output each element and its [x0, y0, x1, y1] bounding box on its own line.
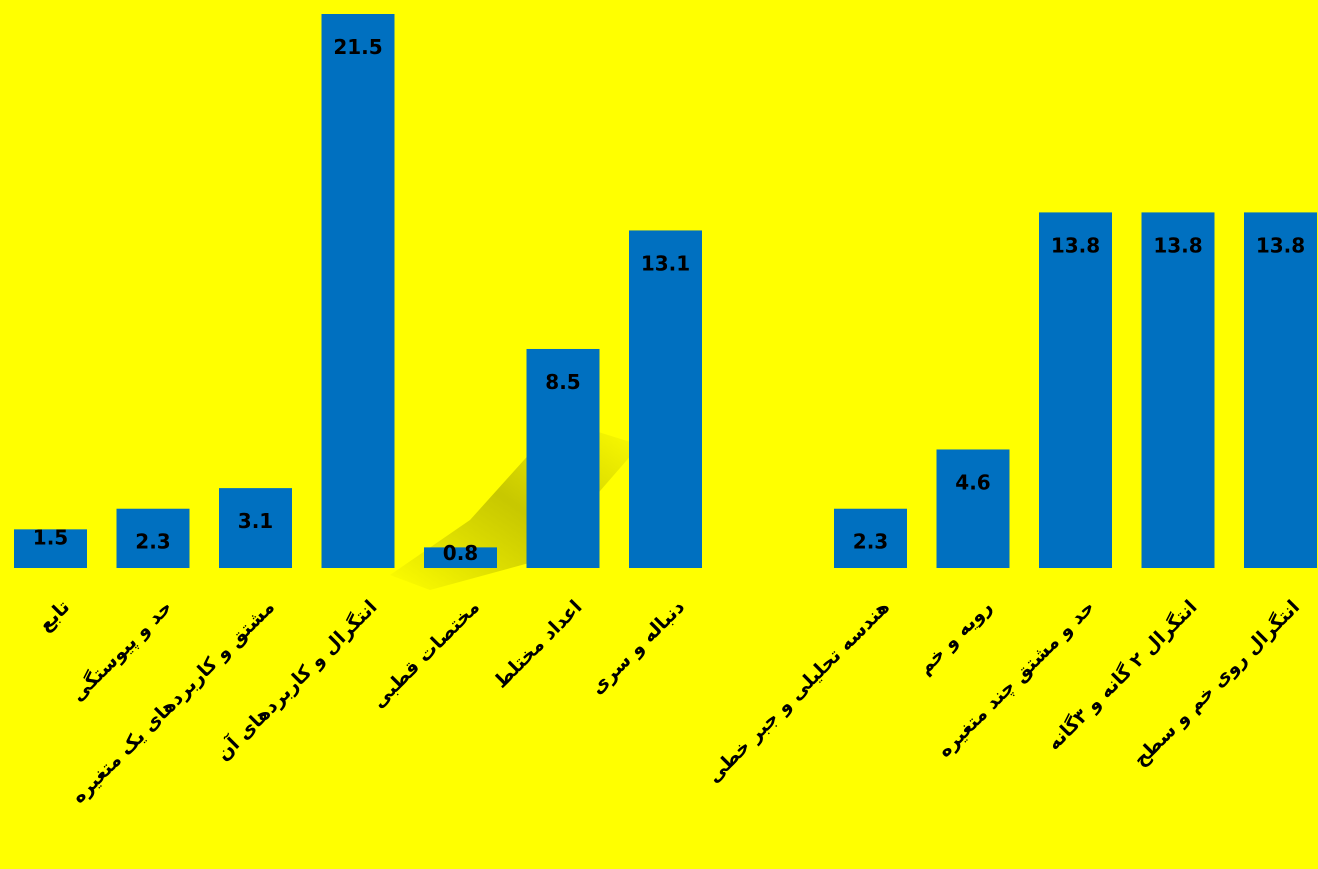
data-labels-layer: 1.5 2.3 3.1 21.5 0.8 8.5 13.1 2.3 4.6 13.8 13.8 13.… — [33, 35, 1305, 565]
bar-6 — [629, 230, 702, 568]
data-label-4: 0.8 — [443, 541, 478, 565]
data-label-9: 4.6 — [955, 470, 990, 494]
bar-1 — [116, 508, 190, 568]
bar-3 — [321, 14, 395, 568]
category-label-9: رویه و خم — [914, 596, 997, 679]
data-label-10: 13.8 — [1051, 233, 1100, 257]
bar-12 — [1244, 212, 1317, 568]
data-label-1: 2.3 — [135, 530, 170, 554]
data-label-12: 13.8 — [1256, 233, 1305, 257]
category-label-1: حد و پیوستگی — [66, 595, 176, 705]
data-label-11: 13.8 — [1153, 233, 1202, 257]
bar-5 — [526, 348, 600, 568]
category-label-5: اعداد مختلط — [490, 596, 587, 693]
bar-2 — [219, 488, 292, 568]
data-label-3: 21.5 — [333, 35, 382, 59]
data-label-0: 1.5 — [33, 525, 68, 549]
bar-4 — [424, 547, 497, 568]
bar-9 — [936, 449, 1010, 568]
category-label-2: مشتق و کاربردهای یک متغیره — [67, 596, 279, 808]
category-label-4: مختصات قطبی — [368, 596, 484, 712]
data-label-5: 8.5 — [545, 370, 580, 394]
bars-layer — [14, 14, 1317, 568]
category-label-0: تابع — [34, 596, 74, 636]
category-label-8: هندسه تحلیلی و جبر خطی — [703, 596, 894, 787]
category-label-3: انتگرال و کاربردهای آن — [211, 595, 382, 766]
bar-0 — [14, 529, 87, 568]
bar-8 — [834, 508, 907, 568]
data-label-2: 3.1 — [238, 509, 273, 533]
bar-11 — [1141, 212, 1215, 568]
bar-10 — [1039, 212, 1112, 568]
data-label-6: 13.1 — [641, 251, 690, 275]
category-label-12: انتگرال روی خم و سطح — [1129, 595, 1304, 770]
data-label-8: 2.3 — [853, 530, 888, 554]
category-label-6: دنباله و سری — [586, 596, 689, 699]
